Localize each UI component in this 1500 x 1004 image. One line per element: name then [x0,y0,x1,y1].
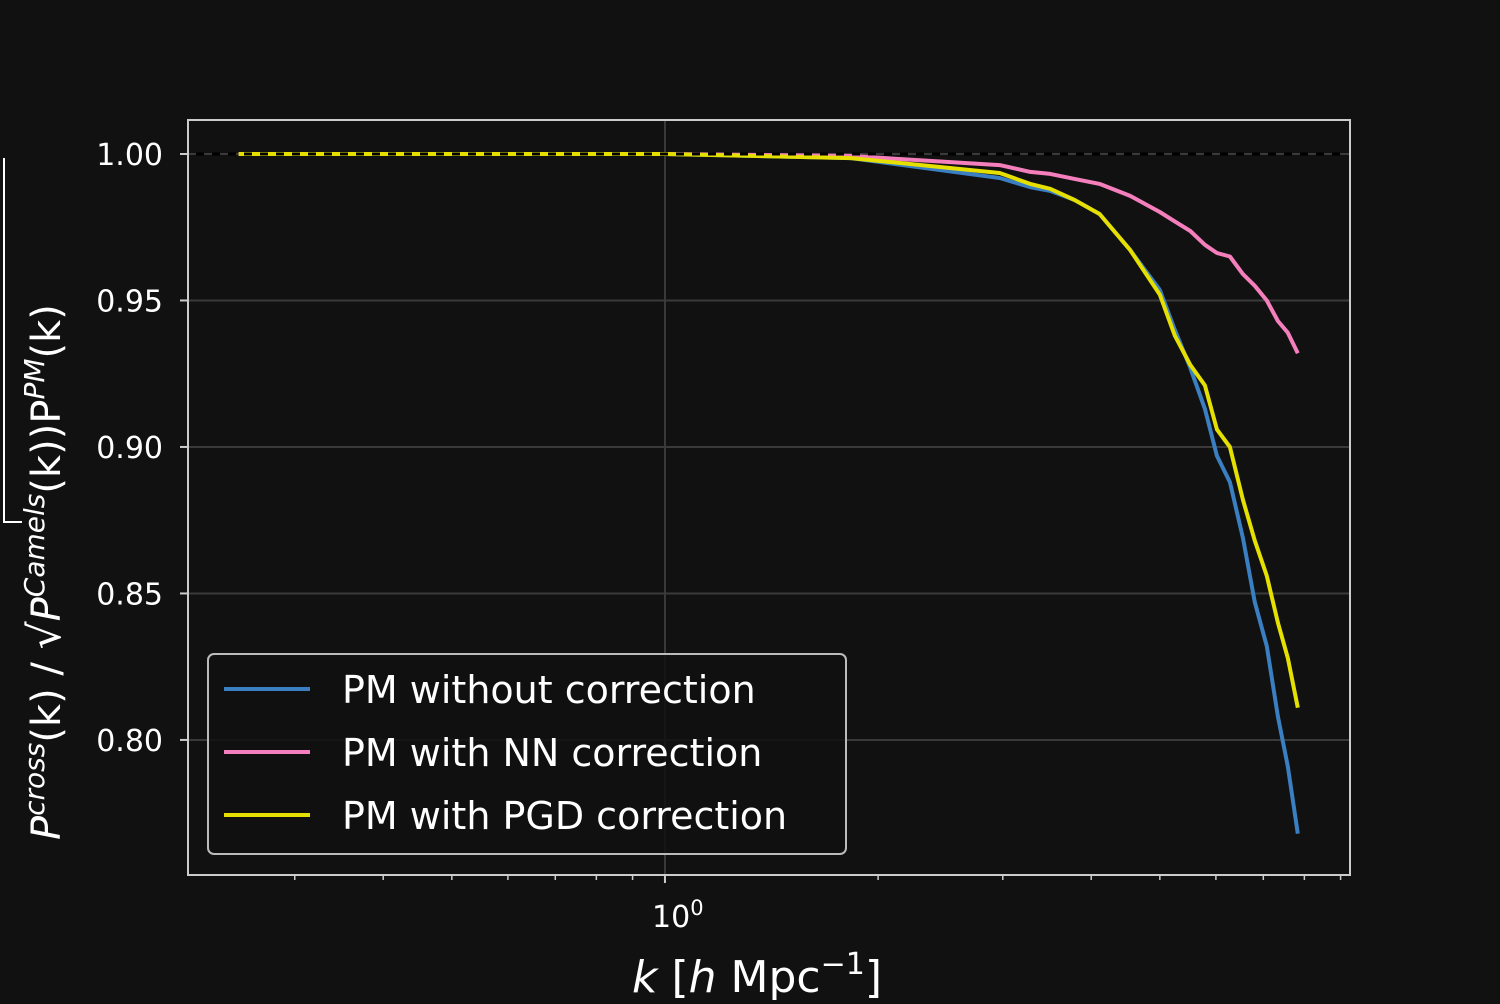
y-axis-label: Pcross(k) / √PCamels(k))PPM(k) [3,158,71,840]
y-tick-label: 1.00 [96,138,163,173]
svg-text:Pcross(k) / √PCamels(k))PPM(k): Pcross(k) / √PCamels(k))PPM(k) [18,304,71,840]
y-tick-label: 0.80 [96,724,163,759]
y-tick-label: 0.85 [96,577,163,612]
series-line-pm-with-pgd-correction [238,152,1300,709]
sqrt-bar [3,158,22,523]
y-tick-labels: 1.00 0.95 0.90 0.85 0.80 [96,138,163,759]
y-tick-label: 0.95 [96,284,163,319]
y-tick-label: 0.90 [96,431,163,466]
series-line-pm-with-nn-correction [238,152,1300,355]
axis-ticks [180,152,1342,883]
legend-label: PM with NN correction [342,731,762,775]
plot-frame [187,119,1351,876]
x-axis-label: k [h Mpc−1] [632,947,882,1000]
series-lines [238,152,1300,834]
legend-label: PM without correction [342,668,756,712]
legend: PM without correction PM with NN correct… [207,653,847,855]
x-tick-label: 100 [652,896,704,935]
legend-label: PM with PGD correction [342,794,787,838]
legend-frame [207,653,847,855]
